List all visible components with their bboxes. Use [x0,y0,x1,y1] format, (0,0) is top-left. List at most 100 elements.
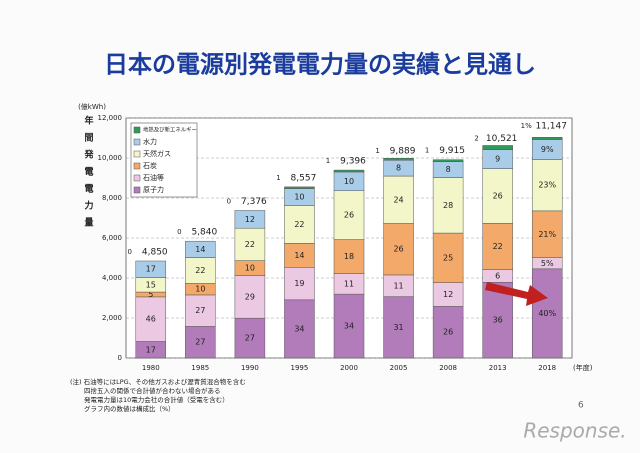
data-label: 9% [541,145,554,154]
bar-segment [432,177,464,234]
chart-title: 日本の電源別発電電力量の実績と見通し [104,50,536,79]
legend-label: 地熱及び新エネルギー [143,126,197,134]
data-label: 17 [146,345,156,354]
data-label: 26 [493,191,503,200]
bar-segment [383,296,414,359]
legend-swatch [133,126,141,134]
data-label: 17 [146,265,156,274]
data-label: 0 [177,228,181,236]
data-label: 9 [495,155,500,164]
bar-segment [482,145,513,150]
data-label: 34 [344,322,354,331]
bar-segment [284,267,315,301]
bar-segment [383,223,414,276]
y-tick-label: 10,000 [98,154,123,162]
data-label: 0 [128,248,132,256]
data-label: 22 [195,266,205,275]
legend-swatch [133,150,141,158]
data-label: 0 [227,197,231,205]
legend-box [130,122,198,198]
data-label: 15 [146,280,156,289]
bar-segment [432,306,464,359]
x-tick-label: 2013 [489,364,507,372]
data-label: 10 [195,285,205,294]
bar-segment [135,296,167,342]
data-label: 23% [538,181,556,190]
legend-swatch [133,138,141,146]
data-label: 36 [493,316,503,325]
x-tick-label: 1995 [291,364,309,372]
bar-segment [185,257,216,284]
data-label: 10 [344,177,354,186]
data-label: 1 [425,147,429,155]
data-label: 24 [393,195,403,204]
bar-segment [234,210,266,229]
note: 四捨五入の関係で合計値が合わない場合がある [84,386,221,395]
data-label: 18 [344,252,354,261]
bar-segment [135,260,167,278]
x-tick-label: 1990 [241,364,259,372]
x-tick-label: 1985 [191,364,209,372]
note: (注) 石油等にはLPG、その他ガスおよび瀝青質混合物を含む [70,377,246,386]
data-label: 19 [294,279,304,288]
y-tick-label: 0 [118,354,122,362]
bar-segment [333,239,365,274]
x-unit: (年度) [573,363,593,372]
bar-segment [531,137,563,140]
data-label: 10 [294,193,304,202]
data-label: 1 [276,174,280,182]
data-label: 6 [495,271,500,280]
legend-swatch [133,162,141,170]
data-label: 10 [245,264,255,273]
bar-segment [432,232,464,283]
data-label: 12 [443,290,453,299]
data-label: 40% [538,309,556,318]
total-label: 9,915 [439,146,465,156]
data-label: 11 [393,281,403,290]
bar-segment [531,210,563,258]
legend-label: 原子力 [143,185,164,194]
bar-segment [234,275,266,319]
bar-segment [234,227,266,261]
data-label: 8 [396,164,401,173]
note: グラフ内の数値は構成比（%） [84,404,175,413]
watermark: Response. [523,419,626,443]
data-label: 26 [393,245,403,254]
bar-segment [333,293,365,359]
bar-segment [383,175,414,224]
y-tick-label: 2,000 [102,314,122,322]
x-tick-label: 1980 [142,364,160,372]
bar-segment [284,299,315,359]
note: 発電電力量は10電力会社の合計値（受電を含む） [84,395,229,404]
y-tick-label: 4,000 [102,274,122,282]
bar-segment [185,326,216,359]
data-label: 1 [375,147,379,155]
total-label: 4,850 [142,248,168,258]
x-tick-label: 2008 [439,364,457,372]
data-label: 34 [294,324,304,333]
y-unit: (億kWh) [78,102,106,111]
data-label: 5 [148,290,153,299]
data-label: 8 [446,165,451,174]
data-label: 11 [344,279,354,288]
bar-segment [482,168,513,224]
data-label: 1 [326,157,330,165]
data-label: 22 [493,242,503,251]
x-tick-label: 2018 [538,364,556,372]
bar-segment [432,159,464,162]
y-tick-label: 8,000 [102,194,122,202]
legend-label: 天然ガス [143,149,171,158]
arrow [485,282,548,306]
y-tick-label: 6,000 [102,234,122,242]
data-label: 22 [294,220,304,229]
data-label: 21% [538,230,556,239]
data-label: 31 [393,323,403,332]
legend-label: 水力 [143,137,157,146]
x-tick-label: 2000 [340,364,358,372]
data-label: 25 [443,253,453,262]
data-label: 46 [146,315,156,324]
data-label: 12 [245,215,255,224]
legend-label: 石油等 [143,173,164,182]
page-number: 6 [578,401,584,411]
legend-swatch [133,186,141,194]
